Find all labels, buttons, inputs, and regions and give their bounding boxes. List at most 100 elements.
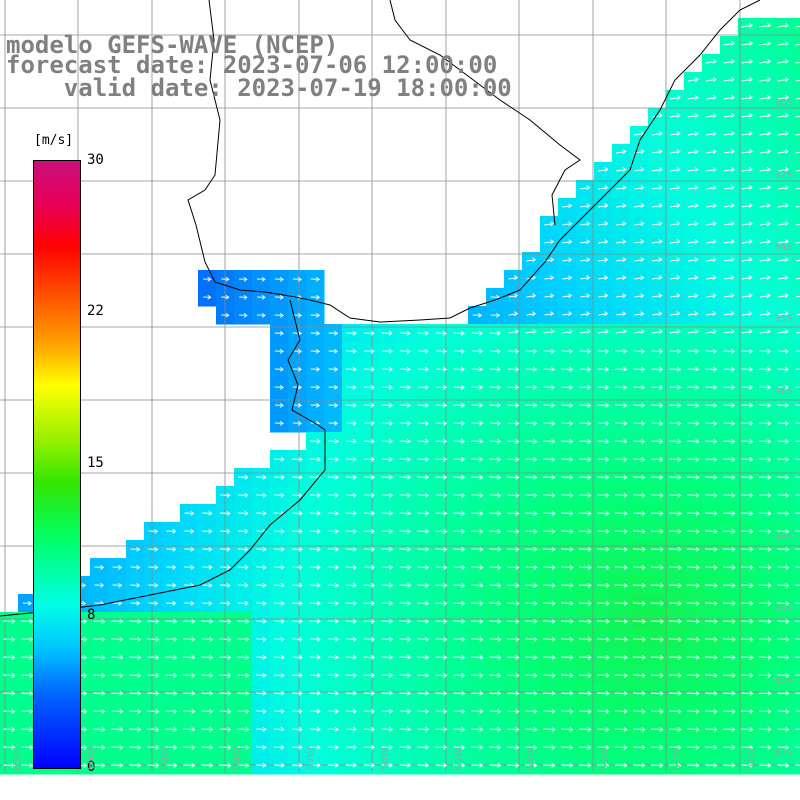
wind-arrow — [705, 77, 717, 82]
wind-arrow — [345, 547, 358, 552]
wind-arrow — [453, 709, 466, 714]
wind-cell — [630, 270, 649, 289]
wind-arrow — [363, 691, 376, 696]
wind-arrow — [597, 367, 610, 372]
wind-arrow — [669, 185, 681, 190]
wind-arrow — [705, 529, 718, 534]
wind-arrow — [381, 727, 394, 732]
wind-arrow — [309, 547, 321, 552]
lat-label-3: 34S — [774, 242, 794, 253]
wind-arrow — [202, 547, 213, 552]
wind-arrow — [615, 709, 628, 714]
wind-cell — [612, 216, 631, 235]
lon-label-2: 60W — [86, 747, 97, 770]
wind-arrow — [274, 727, 285, 732]
wind-arrow — [723, 565, 736, 570]
wind-arrow — [723, 547, 736, 552]
wind-arrow — [723, 583, 736, 588]
wind-arrow — [795, 458, 800, 460]
wind-arrow — [652, 257, 663, 262]
wind-arrow — [219, 727, 232, 732]
wind-arrow — [561, 511, 574, 516]
wind-arrow — [632, 655, 646, 660]
wind-arrow — [148, 582, 159, 588]
wind-cell — [540, 252, 559, 271]
wind-arrow — [704, 583, 718, 588]
wind-arrow — [327, 475, 339, 480]
wind-cell — [576, 198, 595, 217]
wind-arrow — [435, 511, 448, 516]
wind-arrow — [795, 602, 800, 604]
wind-arrow — [147, 655, 160, 660]
wind-arrow — [561, 385, 574, 390]
wind-arrow — [688, 311, 699, 316]
wind-arrow — [165, 619, 178, 624]
wind-arrow — [544, 239, 555, 244]
wind-arrow — [795, 79, 800, 82]
wind-arrow — [399, 745, 412, 750]
wind-arrow — [616, 257, 627, 262]
wind-arrow — [274, 709, 285, 714]
wind-arrow — [345, 691, 358, 696]
wind-arrow — [705, 329, 717, 334]
wind-arrow — [309, 565, 321, 570]
wind-cell — [648, 144, 667, 163]
wind-arrow — [759, 583, 772, 588]
wind-arrow — [705, 367, 718, 372]
wind-arrow — [777, 511, 790, 516]
wind-arrow — [435, 727, 448, 732]
wind-arrow — [741, 583, 754, 588]
wind-cell — [648, 252, 667, 271]
wind-arrow — [471, 745, 484, 750]
wind-arrow — [686, 655, 700, 660]
wind-arrow — [292, 475, 303, 480]
wind-arrow — [363, 367, 375, 372]
wind-arrow — [614, 673, 628, 678]
wind-arrow — [632, 547, 646, 552]
wind-arrow — [544, 311, 555, 317]
wind-cell — [720, 198, 739, 217]
wind-arrow — [615, 457, 628, 462]
wind-arrow — [633, 457, 646, 462]
wind-cell — [684, 144, 703, 163]
wind-arrow — [633, 421, 646, 426]
wind-arrow — [381, 493, 394, 498]
wind-arrow — [705, 565, 718, 570]
wind-arrow — [453, 547, 466, 552]
wind-arrow — [525, 439, 538, 444]
wind-arrow — [238, 511, 249, 516]
wind-arrow — [615, 493, 628, 498]
wind-arrow — [328, 384, 339, 390]
wind-arrow — [614, 583, 628, 588]
wind-arrow — [399, 727, 412, 732]
wind-arrow — [561, 349, 574, 354]
wind-arrow — [525, 367, 538, 372]
lat-label-6: 38S — [774, 532, 794, 543]
wind-arrow — [148, 600, 159, 606]
wind-arrow — [614, 637, 628, 642]
wind-arrow — [777, 275, 789, 280]
wind-arrow — [381, 619, 394, 624]
wind-arrow — [777, 601, 790, 606]
wind-arrow — [687, 221, 699, 226]
wind-arrow — [165, 637, 178, 642]
wind-arrow — [723, 421, 736, 426]
wind-arrow — [291, 745, 303, 750]
wind-arrow — [346, 349, 357, 354]
wind-arrow — [453, 439, 466, 444]
wind-arrow — [363, 547, 376, 552]
wind-arrow — [597, 439, 610, 444]
wind-arrow — [669, 529, 682, 534]
wind-arrow — [596, 637, 610, 642]
wind-arrow — [471, 475, 484, 480]
wind-arrow — [526, 311, 537, 317]
wind-arrow — [399, 673, 412, 678]
wind-arrow — [705, 185, 717, 190]
wind-arrow — [596, 673, 610, 678]
wind-arrow — [219, 673, 232, 678]
wind-arrow — [184, 565, 195, 570]
wind-arrow — [669, 421, 682, 426]
wind-arrow — [364, 349, 375, 354]
wind-arrow — [291, 547, 303, 552]
wind-arrow — [579, 403, 592, 408]
